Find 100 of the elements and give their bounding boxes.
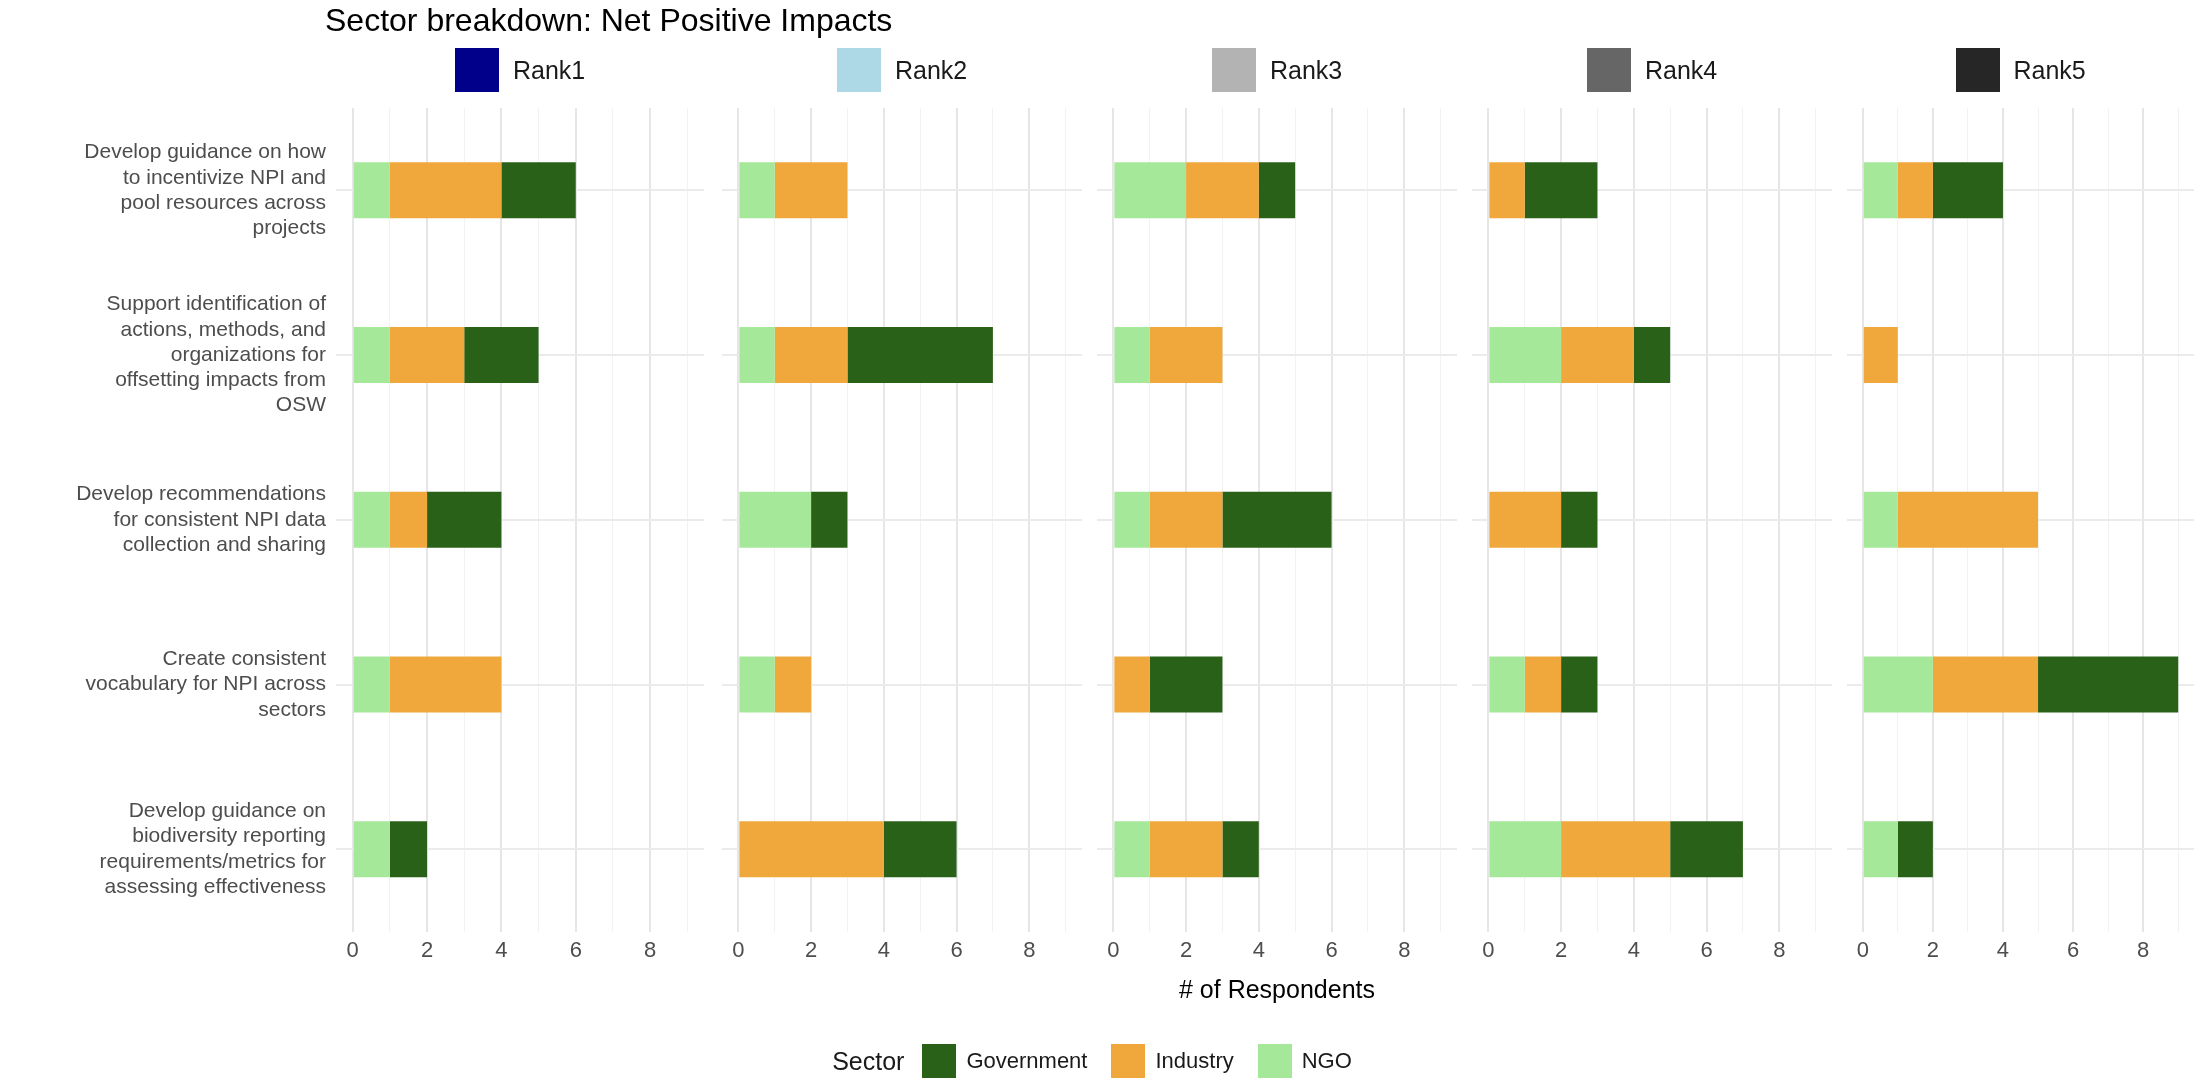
bar [1863, 491, 1898, 548]
x-tick-label: 0 [1107, 936, 1120, 962]
legend-label: NGO [1301, 1048, 1352, 1074]
bar [1114, 821, 1150, 878]
bar [353, 821, 390, 878]
bar [389, 656, 502, 713]
bar [739, 656, 775, 713]
bar [464, 327, 539, 384]
bar [1524, 162, 1598, 219]
chart-subtitle: Rank3 [1270, 55, 1343, 85]
bar [1149, 656, 1223, 713]
x-tick-label: 6 [1325, 936, 1338, 962]
bar [1897, 821, 1933, 878]
x-tick-label: 6 [950, 936, 963, 962]
x-tick-label: 6 [1700, 936, 1713, 962]
bar [1149, 821, 1223, 878]
x-tick-label: 8 [1023, 936, 1036, 962]
bar [774, 162, 848, 219]
x-tick-label: 8 [1773, 936, 1786, 962]
bar [1222, 491, 1332, 548]
bar [1489, 656, 1525, 713]
x-tick-label: 0 [1482, 936, 1495, 962]
bar [2038, 656, 2179, 713]
bar [1222, 821, 1259, 878]
x-tick-label: 2 [1554, 936, 1568, 962]
x-tick-label: 6 [569, 936, 582, 962]
chart-subtitle: Rank5 [2013, 55, 2086, 85]
chart-subtitle: Rank1 [513, 55, 586, 85]
legend-label: Industry [1155, 1048, 1234, 1074]
x-tick-label: 0 [346, 936, 359, 962]
y-tick-label: Develop recommendations for consistent NPI data collection and sharing [76, 481, 327, 555]
bar [1114, 656, 1150, 713]
bar [1489, 491, 1562, 548]
bar [389, 162, 502, 219]
x-tick-label: 2 [1179, 936, 1193, 962]
x-tick-label: 8 [2137, 936, 2150, 962]
bar [353, 656, 390, 713]
x-tick-label: 0 [1856, 936, 1869, 962]
bar [811, 491, 848, 548]
legend-label: Government [966, 1048, 1088, 1074]
bar [353, 327, 390, 384]
bar [1149, 327, 1223, 384]
bar [1524, 656, 1562, 713]
bar [1114, 491, 1150, 548]
bar [1863, 162, 1898, 219]
bar [1932, 656, 2039, 713]
y-tick-label: Support identification of actions, methods, and organizations for offsetting impacts from OSW [106, 291, 327, 416]
bar [883, 821, 957, 878]
bar [1561, 656, 1598, 713]
x-tick-label: 8 [643, 936, 657, 962]
bar [1186, 162, 1259, 219]
bar [389, 327, 465, 384]
bar [1897, 162, 1933, 219]
x-tick-label: 4 [877, 936, 890, 962]
bar [501, 162, 576, 219]
bar [1863, 656, 1933, 713]
bar [389, 491, 428, 548]
x-tick-label: 0 [732, 936, 745, 962]
y-tick-label: Create consistent vocabulary for NPI across sectors [85, 646, 327, 720]
bar [1633, 327, 1671, 384]
y-tick-label: Develop guidance on biodiversity reporting requirements/metrics for assessing effectiveness [99, 798, 326, 897]
bar [1114, 327, 1150, 384]
bar [739, 491, 812, 548]
x-tick-label: 4 [1996, 936, 2010, 962]
bar [1149, 491, 1223, 548]
x-tick-label: 4 [495, 936, 508, 962]
x-tick-label: 2 [1926, 936, 1939, 962]
bar [847, 327, 993, 384]
bar [739, 821, 884, 878]
bar [1489, 327, 1562, 384]
bar [774, 327, 848, 384]
bar [1561, 491, 1598, 548]
x-tick-label: 2 [804, 936, 818, 962]
bar [1932, 162, 2003, 219]
x-tick-label: 4 [1627, 936, 1640, 962]
bar [353, 491, 390, 548]
x-tick-label: 2 [420, 936, 434, 962]
x-tick-label: 4 [1252, 936, 1265, 962]
bar [1114, 162, 1187, 219]
bar [353, 162, 390, 219]
bar [1897, 491, 2039, 548]
bar [1489, 162, 1525, 219]
bar [1863, 327, 1898, 384]
bar [1258, 162, 1296, 219]
y-tick-label: Develop guidance on how to incentivize NPI and pool resources across projects [84, 139, 327, 238]
chart-subtitle: Rank2 [895, 55, 968, 85]
legend-title: Sector [832, 1046, 905, 1076]
x-tick-label: 6 [2066, 936, 2080, 962]
bar [1561, 821, 1671, 878]
x-tick-label: 8 [1398, 936, 1411, 962]
bar [1670, 821, 1743, 878]
chart-subtitle: Rank4 [1645, 55, 1718, 85]
bar [1863, 821, 1898, 878]
bar [1489, 821, 1562, 878]
chart-title: Sector breakdown: Net Positive Impacts [325, 2, 893, 39]
bar [427, 491, 502, 548]
bar [739, 327, 775, 384]
bar [774, 656, 812, 713]
bar [389, 821, 428, 878]
bar [739, 162, 775, 219]
